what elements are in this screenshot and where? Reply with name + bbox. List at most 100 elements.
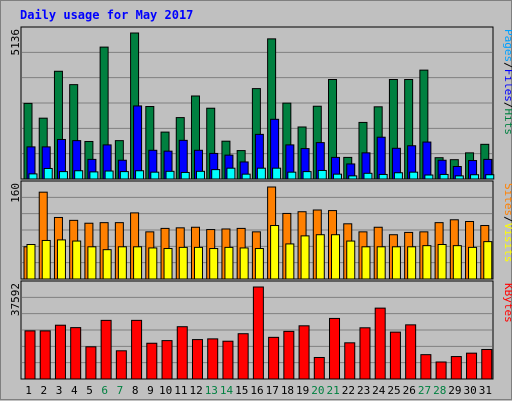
bar-kbytes-day-23 xyxy=(359,327,371,380)
bar-sites-day-23 xyxy=(361,246,371,280)
bar-pages-day-25 xyxy=(393,172,403,180)
x-tick-label-28: 28 xyxy=(433,384,446,397)
x-tick-label-23: 23 xyxy=(357,384,370,397)
bar-sites-day-3 xyxy=(56,239,66,280)
legend-entry-0-4: Hits xyxy=(502,109,512,136)
bar-sites-day-14 xyxy=(224,246,234,280)
legend-entry-1-0: Sites xyxy=(502,183,512,216)
bar-sites-day-12 xyxy=(193,246,203,280)
bar-kbytes-day-28 xyxy=(435,361,447,380)
x-tick-label-24: 24 xyxy=(372,384,386,397)
x-tick-label-21: 21 xyxy=(327,384,340,397)
x-tick-label-7: 7 xyxy=(117,384,124,397)
bar-pages-day-6 xyxy=(104,170,114,180)
bar-pages-day-10 xyxy=(165,170,175,180)
x-tick-label-1: 1 xyxy=(25,384,32,397)
bar-kbytes-day-5 xyxy=(85,346,97,380)
x-tick-label-5: 5 xyxy=(86,384,93,397)
x-tick-label-16: 16 xyxy=(250,384,263,397)
bar-sites-day-16 xyxy=(254,248,264,280)
bar-kbytes-day-4 xyxy=(70,327,82,380)
x-tick-label-26: 26 xyxy=(403,384,416,397)
bar-files-day-24 xyxy=(376,136,386,180)
bar-pages-day-13 xyxy=(211,169,221,180)
bar-sites-day-1 xyxy=(26,244,36,280)
bar-kbytes-day-20 xyxy=(313,356,325,380)
bar-pages-day-14 xyxy=(226,167,236,180)
bar-sites-day-15 xyxy=(239,247,249,280)
x-tick-label-14: 14 xyxy=(220,384,234,397)
bar-sites-day-18 xyxy=(285,243,295,280)
panel-1-max-label: 160 xyxy=(9,183,22,203)
bar-kbytes-day-24 xyxy=(374,307,386,380)
bar-sites-day-29 xyxy=(452,245,462,280)
bar-kbytes-day-16 xyxy=(252,286,264,380)
bar-pages-day-8 xyxy=(135,170,145,180)
panel-0-legend: Pages/Files/Hits xyxy=(502,29,512,135)
x-tick-label-2: 2 xyxy=(41,384,48,397)
bar-kbytes-day-8 xyxy=(131,319,143,380)
x-tick-label-8: 8 xyxy=(132,384,139,397)
bar-pages-day-27 xyxy=(424,174,434,180)
bar-sites-day-30 xyxy=(468,246,478,280)
bar-sites-day-8 xyxy=(133,246,143,280)
panel-2-legend: KBytes xyxy=(502,283,512,323)
bar-sites-day-9 xyxy=(148,247,158,280)
x-tick-label-20: 20 xyxy=(311,384,324,397)
bar-sites-day-26 xyxy=(407,246,417,280)
bar-kbytes-day-27 xyxy=(420,354,432,380)
bar-sites-day-7 xyxy=(117,246,127,280)
legend-entry-1-2: Visits xyxy=(502,223,512,263)
bar-kbytes-day-21 xyxy=(329,317,341,380)
bar-sites-day-24 xyxy=(376,246,386,280)
bar-pages-day-21 xyxy=(333,173,343,180)
bar-sites-day-5 xyxy=(87,246,97,280)
bar-sites-day-11 xyxy=(178,246,188,280)
x-tick-label-9: 9 xyxy=(147,384,154,397)
bar-kbytes-day-18 xyxy=(283,330,295,380)
x-tick-label-31: 31 xyxy=(479,384,492,397)
bar-pages-day-5 xyxy=(89,171,99,180)
bar-kbytes-day-6 xyxy=(100,319,112,380)
bar-pages-day-7 xyxy=(119,171,129,180)
bar-pages-day-1 xyxy=(28,173,38,180)
x-tick-label-22: 22 xyxy=(342,384,355,397)
bar-sites-day-27 xyxy=(422,245,432,280)
legend-entry-0-2: Files xyxy=(502,69,512,102)
x-tick-label-19: 19 xyxy=(296,384,309,397)
x-tick-label-12: 12 xyxy=(189,384,202,397)
bar-kbytes-day-9 xyxy=(146,342,158,380)
bar-sites-day-19 xyxy=(300,235,310,280)
legend-entry-2-0: KBytes xyxy=(502,283,512,323)
bar-pages-day-17 xyxy=(272,167,282,180)
bar-pages-day-11 xyxy=(180,171,190,180)
chart-title: Daily usage for May 2017 xyxy=(20,8,194,22)
x-tick-label-4: 4 xyxy=(71,384,78,397)
bar-kbytes-day-12 xyxy=(191,339,203,380)
bar-kbytes-day-17 xyxy=(268,336,280,380)
bar-sites-day-13 xyxy=(209,248,219,280)
x-tick-label-6: 6 xyxy=(101,384,108,397)
x-tick-label-13: 13 xyxy=(205,384,218,397)
panel-0-max-label: 5136 xyxy=(9,29,22,56)
x-tick-label-10: 10 xyxy=(159,384,172,397)
bar-pages-day-19 xyxy=(302,171,312,180)
bar-sites-day-6 xyxy=(102,249,112,280)
bar-pages-day-30 xyxy=(470,174,480,180)
bar-sites-day-2 xyxy=(41,239,51,280)
bar-files-day-27 xyxy=(422,141,432,180)
bar-pages-day-31 xyxy=(485,174,495,180)
bar-sites-day-25 xyxy=(391,246,401,280)
x-tick-label-17: 17 xyxy=(266,384,279,397)
x-tick-label-29: 29 xyxy=(448,384,461,397)
bar-pages-day-2 xyxy=(43,167,53,180)
bar-kbytes-day-7 xyxy=(115,350,127,380)
bar-pages-day-20 xyxy=(317,169,327,180)
bar-pages-day-29 xyxy=(454,175,464,180)
bar-kbytes-day-3 xyxy=(54,324,66,380)
bar-kbytes-day-11 xyxy=(176,326,188,380)
bar-kbytes-day-1 xyxy=(24,330,36,380)
legend-entry-0-1: / xyxy=(502,62,512,69)
